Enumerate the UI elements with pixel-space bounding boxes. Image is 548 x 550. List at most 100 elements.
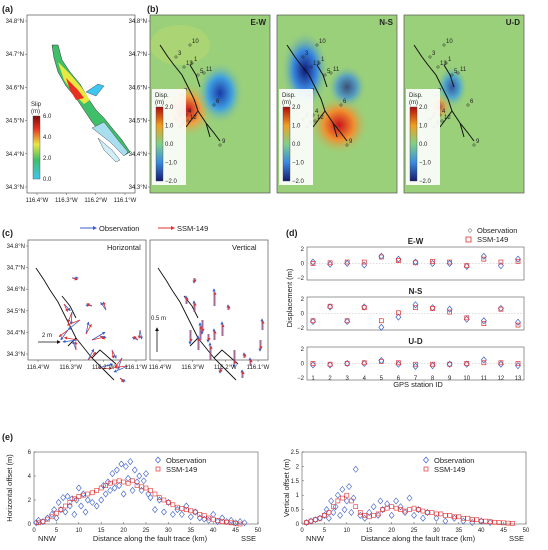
- model-marker: [353, 504, 359, 510]
- gps-station-label: 1: [448, 57, 452, 63]
- observation-marker: [134, 478, 140, 486]
- model-marker: [361, 360, 367, 366]
- model-marker: [148, 488, 153, 493]
- observation-marker: [433, 514, 440, 522]
- direction-sse: SSE: [241, 534, 256, 543]
- observation-arrow: [63, 303, 71, 312]
- observation-marker: [411, 511, 417, 519]
- observation-marker: [348, 509, 355, 516]
- x-tick-label: 9: [448, 376, 452, 382]
- panel-c-y-ticks: 34.8°N 34.7°N 34.6°N 34.5°N 34.4°N 34.3°N: [7, 244, 28, 358]
- model-marker: [378, 254, 384, 260]
- slip-fault-planes: [51, 44, 131, 163]
- slip-colorbar-title: Slip: [31, 102, 42, 108]
- panel-b: (b) 12345678910111213E-WDisp.(m)2.01.00.…: [129, 4, 525, 194]
- observation-marker: [393, 497, 399, 505]
- x-tick-label: 45: [500, 528, 507, 534]
- observation-marker: [82, 508, 89, 516]
- model-marker: [498, 360, 504, 366]
- model-marker: [310, 318, 316, 324]
- observation-marker: [129, 486, 136, 494]
- panel-label-d: (d): [286, 228, 298, 238]
- observation-arrow: [139, 329, 143, 340]
- x-tick-label: 0: [300, 528, 304, 534]
- model-arrow: [63, 303, 68, 313]
- x-tick-label: 4: [363, 376, 367, 382]
- gps-station-label: 6: [216, 99, 220, 105]
- model-marker: [125, 480, 131, 486]
- gps-station-label: 6: [343, 99, 347, 105]
- legend-model-marker: [423, 466, 429, 472]
- map-frame: [403, 14, 525, 194]
- model-marker: [366, 514, 372, 520]
- panel-c-legend: Observation SSM-149: [80, 224, 208, 233]
- model-marker: [310, 361, 316, 366]
- x-tick-label: 116.4°W: [149, 365, 172, 371]
- observation-marker: [178, 510, 185, 518]
- gps-station-marker: [182, 65, 186, 69]
- observation-marker: [330, 509, 337, 516]
- model-marker: [206, 515, 212, 521]
- y-tick-label: 34.7°N: [129, 52, 147, 58]
- model-marker: [481, 321, 487, 326]
- observation-marker: [415, 506, 422, 514]
- model-marker: [139, 484, 144, 490]
- observation-marker: [402, 509, 408, 516]
- model-marker: [481, 360, 487, 366]
- x-tick-label: 30: [165, 528, 172, 534]
- y-tick-label: 2: [28, 498, 32, 504]
- x-tick-label: 10: [463, 376, 470, 382]
- colorbar-tick: 0.0: [419, 142, 428, 148]
- slip-colorbar-tick: 0.0: [43, 177, 52, 183]
- plot-frame: [33, 451, 259, 525]
- observation-marker: [219, 514, 226, 522]
- model-marker: [210, 516, 216, 522]
- disp-map-title: U-D: [506, 18, 520, 27]
- model-marker: [407, 507, 412, 512]
- observation-arrow: [60, 329, 69, 341]
- model-marker: [121, 479, 126, 485]
- observation-marker: [241, 519, 248, 527]
- model-marker: [438, 511, 444, 517]
- model-marker: [411, 505, 417, 511]
- observation-marker: [321, 511, 328, 519]
- observation-arrow: [69, 311, 73, 325]
- observation-arrow: [62, 339, 79, 344]
- map-frame: [149, 14, 271, 194]
- model-marker: [460, 515, 466, 521]
- observation-marker: [379, 506, 386, 514]
- colorbar-tick: −1.0: [165, 161, 178, 167]
- gps-station-marker: [309, 65, 313, 69]
- observation-marker: [332, 503, 339, 511]
- model-marker: [344, 492, 350, 498]
- model-marker: [464, 263, 470, 269]
- model-marker: [63, 503, 68, 509]
- gps-station-label: 1: [321, 57, 325, 63]
- model-marker: [85, 491, 91, 497]
- gps-station-marker: [466, 103, 470, 107]
- x-tick-label: 20: [388, 528, 395, 534]
- panel-e: (e) 0 5 10 15 20 25 30 35 40 45 500246ObservationS…: [2, 432, 530, 543]
- model-arrow: [87, 351, 97, 361]
- observation-marker: [341, 506, 348, 514]
- model-marker: [45, 516, 50, 522]
- model-marker: [327, 361, 333, 367]
- colorbar-tick: 1.0: [165, 124, 174, 130]
- y-tick-label: 34.8°N: [129, 19, 147, 25]
- model-arrow: [86, 303, 93, 307]
- disp-colorbar: Disp.(m)2.0 1.0 0.0 −1.0 −2.0: [152, 89, 186, 185]
- model-marker: [515, 258, 521, 264]
- x-tick-label: 8: [431, 376, 435, 382]
- x-tick-label: 116.4°W: [27, 365, 50, 371]
- model-marker: [197, 512, 203, 517]
- x-axis-label: Distance along the fault trace (km): [361, 534, 476, 543]
- observation-marker: [122, 462, 129, 470]
- model-arrow: [63, 336, 79, 341]
- legend-observation-marker: ◇: [468, 228, 473, 234]
- observation-marker: [317, 514, 323, 522]
- observation-marker: [192, 508, 199, 516]
- gps-station-label: 12: [444, 115, 451, 121]
- observation-marker: [480, 252, 487, 260]
- observation-marker: [49, 510, 55, 518]
- slip-colorbar-tick: 2.0: [43, 156, 52, 162]
